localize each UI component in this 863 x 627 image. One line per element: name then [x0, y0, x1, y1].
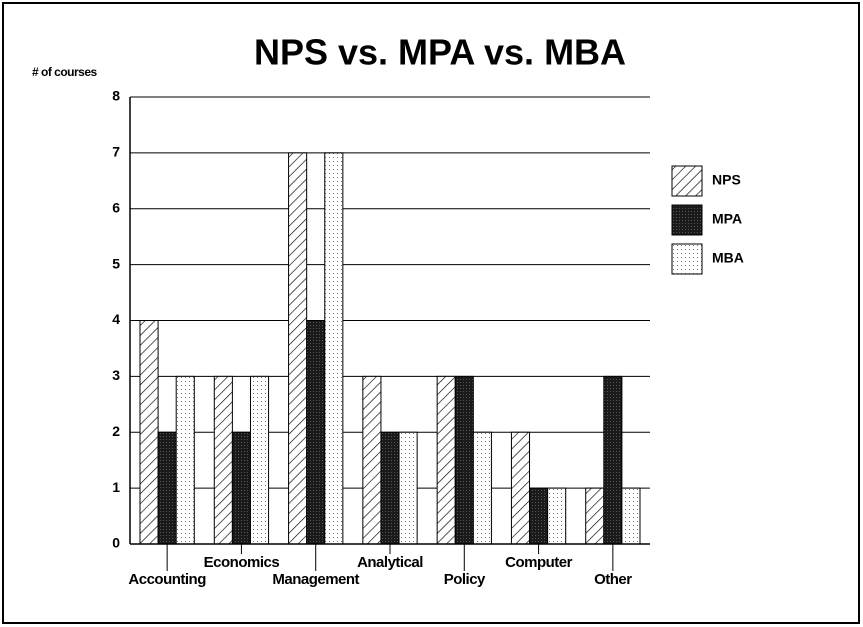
bar — [621, 487, 641, 545]
x-tick-label: Policy — [444, 571, 486, 588]
x-tick-label: Accounting — [128, 571, 206, 588]
x-tick-label: Computer — [505, 554, 572, 571]
bar — [603, 375, 623, 545]
bar — [288, 152, 308, 545]
bar — [306, 320, 326, 545]
bar — [324, 152, 344, 545]
y-tick-label: 5 — [112, 255, 120, 271]
x-tick-label: Economics — [204, 554, 280, 571]
y-axis-label: # of courses — [32, 65, 98, 79]
bar — [175, 375, 195, 545]
bar — [547, 487, 567, 545]
legend-swatch — [671, 204, 703, 236]
legend-swatch — [671, 165, 703, 197]
bar — [472, 431, 492, 545]
bar — [529, 487, 549, 545]
bar — [231, 431, 251, 545]
x-tick-label: Management — [272, 571, 359, 588]
bar — [380, 431, 400, 545]
bar — [585, 487, 605, 545]
x-tick-label: Analytical — [357, 554, 423, 571]
legend-swatch — [671, 243, 703, 275]
y-tick-label: 2 — [112, 423, 120, 439]
x-tick-label: Other — [594, 571, 632, 588]
bar — [436, 375, 456, 545]
bar — [362, 375, 382, 545]
y-tick-label: 0 — [112, 535, 120, 551]
y-tick-label: 7 — [112, 144, 120, 160]
bar — [510, 431, 531, 545]
bar — [157, 431, 177, 545]
y-tick-label: 3 — [112, 367, 120, 383]
bar — [139, 320, 159, 545]
y-tick-label: 8 — [112, 88, 120, 104]
legend-label: MBA — [712, 250, 744, 266]
bar — [213, 375, 233, 545]
y-tick-label: 4 — [112, 311, 120, 327]
legend-label: MPA — [712, 211, 742, 227]
bar — [454, 375, 474, 545]
bar — [249, 375, 270, 545]
y-tick-label: 1 — [112, 479, 120, 495]
y-tick-label: 6 — [112, 199, 120, 215]
legend-label: NPS — [712, 172, 741, 188]
bar — [398, 431, 418, 545]
chart-title: NPS vs. MPA vs. MBA — [254, 32, 626, 73]
